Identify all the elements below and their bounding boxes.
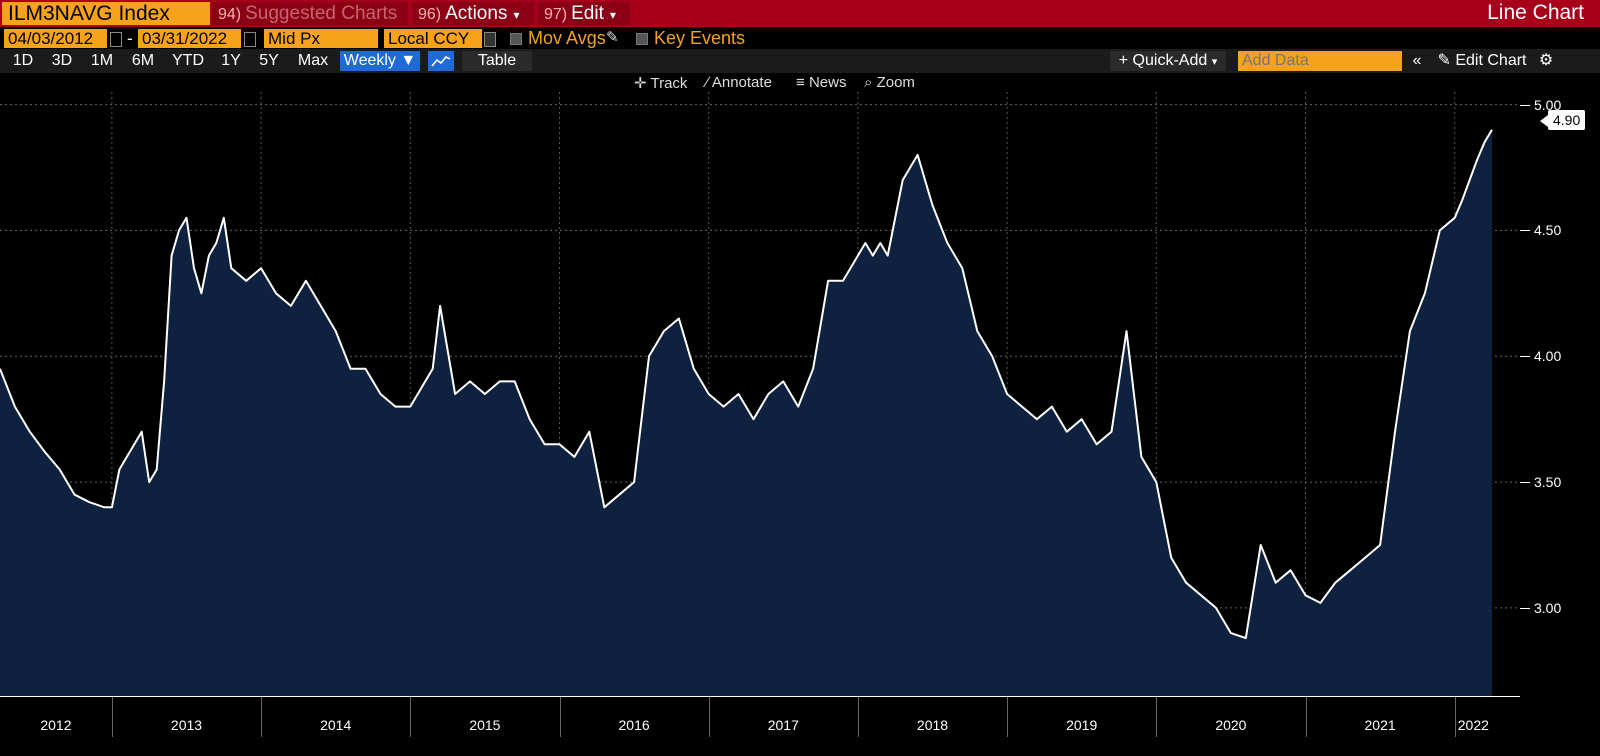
price-field-select[interactable]: Mid Px (264, 29, 378, 48)
y-axis: 3.00 3.50 4.00 4.50 5.00 (1520, 92, 1600, 696)
range-5y-button[interactable]: 5Y (259, 52, 279, 69)
zoom-tool[interactable]: ⌕ Zoom (864, 74, 915, 91)
add-data-input[interactable] (1238, 51, 1402, 71)
y-tick-mark (1520, 607, 1530, 609)
y-tick-label: 5.00 (1534, 96, 1562, 113)
chevron-down-icon: ▾ (513, 8, 520, 22)
period-select[interactable]: Weekly ▼ (340, 51, 420, 71)
x-year-separator (111, 697, 113, 737)
y-tick-label: 3.00 (1534, 599, 1562, 616)
x-year-separator (410, 697, 412, 737)
range-ytd-button[interactable]: YTD (172, 52, 204, 69)
menu-number: 97) (544, 6, 568, 23)
menu-label: Edit (571, 3, 604, 24)
x-tick-label: 2020 (1215, 717, 1247, 733)
annotate-tool[interactable]: ∕ Annotate (706, 74, 772, 91)
y-tick-mark (1520, 230, 1530, 232)
calendar-icon[interactable] (244, 32, 256, 47)
y-tick-label: 4.00 (1534, 348, 1562, 365)
x-axis: 2012 2013 2014 2015 2016 2017 2018 2019 2020 2021… (0, 696, 1520, 756)
x-tick-label: 2012 (40, 717, 72, 733)
ticker-field[interactable]: ILM3NAVG Index (2, 2, 210, 25)
edit-menu[interactable]: 97) Edit ▾ (538, 2, 630, 25)
x-year-separator (1156, 697, 1158, 737)
news-label: News (808, 74, 847, 91)
collapse-icon[interactable]: « (1412, 52, 1422, 69)
suggested-charts-menu[interactable]: 94) Suggested Charts (212, 2, 408, 25)
x-year-separator (1007, 697, 1009, 737)
pencil-icon: ✎ (1437, 52, 1451, 69)
y-tick-mark (1520, 104, 1530, 106)
quick-add-label: + Quick-Add (1118, 52, 1208, 69)
quick-add-button[interactable]: + Quick-Add ▾ (1110, 51, 1226, 71)
pencil-icon: ∕ (706, 74, 709, 91)
calendar-icon[interactable] (110, 32, 122, 47)
gear-icon[interactable]: ⚙ (1538, 52, 1554, 69)
edit-chart-label: Edit Chart (1455, 52, 1527, 69)
x-tick-label: 2022 (1457, 717, 1489, 733)
table-button[interactable]: Table (462, 51, 532, 71)
key-events-checkbox[interactable] (636, 33, 648, 45)
x-tick-label: 2013 (170, 717, 203, 733)
y-tick-label: 3.50 (1534, 474, 1562, 491)
news-tool[interactable]: ≡ News (796, 74, 846, 91)
chevron-down-icon: ▾ (1211, 56, 1218, 68)
menu-number: 94) (218, 6, 242, 23)
range-1d-button[interactable]: 1D (12, 52, 34, 69)
range-1y-button[interactable]: 1Y (221, 52, 241, 69)
track-label: Track (650, 75, 688, 92)
edit-chart-button[interactable]: ✎ Edit Chart (1432, 51, 1532, 71)
date-separator: - (127, 29, 133, 48)
y-tick-mark (1520, 482, 1530, 484)
x-year-separator (1305, 697, 1307, 737)
news-icon: ≡ (796, 74, 805, 91)
series-line[interactable] (0, 129, 1493, 640)
range-1m-button[interactable]: 1M (90, 52, 114, 69)
range-max-button[interactable]: Max (297, 52, 329, 69)
range-3d-button[interactable]: 3D (51, 52, 73, 69)
end-date-field[interactable]: 03/31/2022 (138, 29, 241, 48)
chevron-down-icon: ▾ (609, 8, 616, 22)
y-tick-mark (1520, 356, 1530, 358)
x-tick-label: 2018 (916, 717, 949, 733)
y-tick-label: 4.50 (1534, 222, 1562, 239)
menu-number: 96) (418, 6, 442, 23)
x-year-separator (261, 697, 263, 737)
search-icon: ⌕ (864, 74, 873, 91)
menu-label: Suggested Charts (245, 3, 398, 24)
zoom-label: Zoom (876, 74, 915, 91)
x-year-separator (857, 697, 859, 737)
menu-label: Actions (445, 3, 508, 24)
x-tick-label: 2019 (1066, 717, 1098, 733)
x-year-separator (559, 697, 561, 737)
x-tick-label: 2014 (320, 717, 352, 733)
x-year-separator (708, 697, 710, 737)
key-events-label[interactable]: Key Events (654, 28, 746, 48)
line-chart[interactable] (0, 92, 1520, 696)
line-chart-icon[interactable] (428, 51, 454, 71)
track-tool[interactable]: ✛ Track (634, 74, 687, 92)
actions-menu[interactable]: 96) Actions ▾ (412, 2, 534, 25)
x-tick-label: 2015 (469, 717, 501, 733)
x-tick-label: 2017 (767, 717, 799, 733)
x-tick-label: 2021 (1364, 717, 1396, 733)
mov-avgs-label[interactable]: Mov Avgs (528, 28, 606, 48)
series-area (0, 129, 1492, 696)
annotate-label: Annotate (711, 74, 772, 91)
currency-select[interactable]: Local CCY (384, 29, 482, 48)
pencil-icon[interactable]: ✎ (606, 29, 619, 46)
x-tick-label: 2016 (618, 717, 650, 733)
crosshair-icon: ✛ (634, 75, 647, 92)
range-6m-button[interactable]: 6M (131, 52, 155, 69)
x-year-separator (1454, 697, 1456, 737)
chevron-down-icon[interactable] (484, 32, 496, 47)
mov-avgs-checkbox[interactable] (510, 33, 522, 45)
start-date-field[interactable]: 04/03/2012 (4, 29, 107, 48)
current-value-label: 4.90 (1539, 110, 1586, 130)
chart-type-label: Line Chart (1487, 1, 1584, 24)
